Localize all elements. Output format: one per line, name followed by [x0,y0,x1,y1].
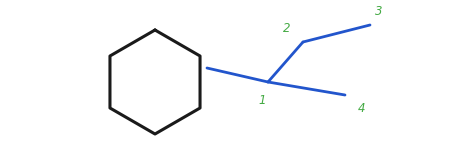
Text: 1: 1 [258,94,266,107]
Text: 3: 3 [375,5,383,18]
Text: 4: 4 [358,102,365,115]
Text: 2: 2 [283,22,290,35]
